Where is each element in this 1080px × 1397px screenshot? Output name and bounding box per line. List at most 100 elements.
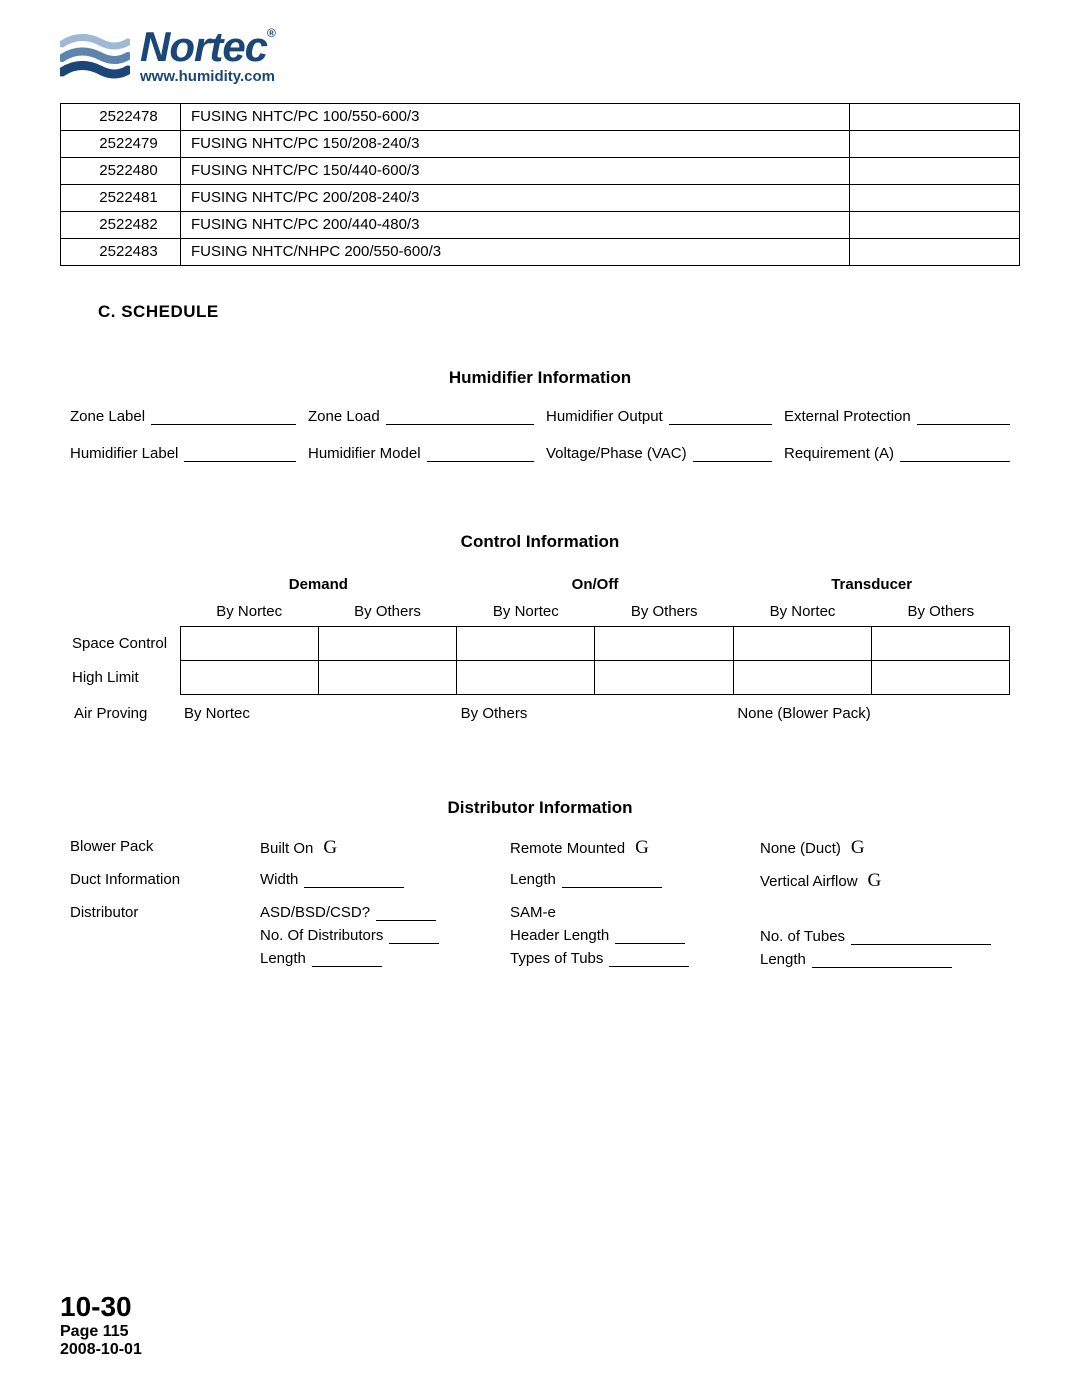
- blank-cell[interactable]: [850, 130, 1020, 157]
- subhead: By Nortec: [457, 597, 595, 626]
- blank-line[interactable]: [427, 448, 534, 462]
- form-field[interactable]: External Protection: [784, 408, 1010, 425]
- check-cell[interactable]: [457, 626, 595, 660]
- check-cell[interactable]: [318, 626, 456, 660]
- check-cell[interactable]: [733, 626, 871, 660]
- field-label: Zone Load: [308, 408, 384, 425]
- air-proving-label: Air Proving: [70, 701, 180, 726]
- duct-width-field[interactable]: Width: [260, 871, 510, 888]
- check-cell[interactable]: [180, 660, 318, 694]
- dist-asd-field[interactable]: ASD/BSD/CSD?: [260, 904, 510, 921]
- blank-cell[interactable]: [850, 184, 1020, 211]
- air-proving-opt: None (Blower Pack): [733, 701, 1010, 726]
- subhead: By Others: [595, 597, 733, 626]
- field-label: Zone Label: [70, 408, 149, 425]
- dist-ntubes-field[interactable]: No. of Tubes: [760, 928, 1010, 945]
- form-field[interactable]: Voltage/Phase (VAC): [546, 445, 772, 462]
- checkbox-icon: G: [868, 871, 882, 890]
- table-row: 2522479FUSING NHTC/PC 150/208-240/3: [61, 130, 1020, 157]
- subhead: By Others: [318, 597, 456, 626]
- blank-cell[interactable]: [850, 157, 1020, 184]
- checkbox-icon: G: [635, 838, 649, 857]
- row-label: Duct Information: [70, 871, 260, 888]
- blower-opt-remote[interactable]: Remote Mounted G: [510, 838, 760, 857]
- control-row-space: Space Control: [70, 626, 1010, 660]
- part-description: FUSING NHTC/PC 150/208-240/3: [181, 130, 850, 157]
- dist-header-len-field[interactable]: Header Length: [510, 927, 760, 944]
- subhead: By Nortec: [733, 597, 871, 626]
- field-label: Humidifier Label: [70, 445, 182, 462]
- blower-opt-none[interactable]: None (Duct) G: [760, 838, 1010, 857]
- dist-ndist-field[interactable]: No. Of Distributors: [260, 927, 510, 944]
- part-number: 2522479: [61, 130, 181, 157]
- form-field[interactable]: Humidifier Label: [70, 445, 296, 462]
- form-field[interactable]: Zone Label: [70, 408, 296, 425]
- blank-line[interactable]: [386, 411, 534, 425]
- duct-vairflow[interactable]: Vertical Airflow G: [760, 871, 1010, 890]
- check-cell[interactable]: [318, 660, 456, 694]
- logo-text: Nortec® www.humidity.com: [140, 28, 275, 85]
- control-info-title: Control Information: [60, 532, 1020, 552]
- form-field[interactable]: Humidifier Output: [546, 408, 772, 425]
- blower-opt-builton[interactable]: Built On G: [260, 838, 510, 857]
- logo-brand-name: Nortec®: [140, 28, 275, 66]
- air-proving-opt: By Nortec: [180, 701, 457, 726]
- form-field[interactable]: Zone Load: [308, 408, 534, 425]
- row-label: Blower Pack: [70, 838, 260, 855]
- table-row: 2522480FUSING NHTC/PC 150/440-600/3: [61, 157, 1020, 184]
- dist-length1-field[interactable]: Length: [260, 950, 510, 967]
- form-field[interactable]: Requirement (A): [784, 445, 1010, 462]
- check-cell[interactable]: [595, 660, 733, 694]
- footer-section-number: 10-30: [60, 1291, 142, 1323]
- logo-wave-icon: [60, 32, 130, 80]
- blank-line[interactable]: [693, 448, 772, 462]
- blank-line[interactable]: [184, 448, 296, 462]
- footer-page-number: Page 115: [60, 1323, 142, 1341]
- field-label: Voltage/Phase (VAC): [546, 445, 691, 462]
- table-row: 2522481FUSING NHTC/PC 200/208-240/3: [61, 184, 1020, 211]
- row-label: Distributor: [70, 904, 260, 921]
- humidifier-info-title: Humidifier Information: [60, 368, 1020, 388]
- part-number: 2522481: [61, 184, 181, 211]
- air-proving-row: Air Proving By Nortec By Others None (Bl…: [70, 701, 1010, 726]
- section-c-heading: C. SCHEDULE: [98, 302, 1020, 322]
- blank-line[interactable]: [151, 411, 296, 425]
- check-cell[interactable]: [871, 626, 1009, 660]
- control-grid: Space Control High Limit: [70, 626, 1010, 695]
- control-row-highlimit: High Limit: [70, 660, 1010, 694]
- check-cell[interactable]: [457, 660, 595, 694]
- check-cell[interactable]: [180, 626, 318, 660]
- part-number: 2522483: [61, 238, 181, 265]
- blank-line[interactable]: [917, 411, 1010, 425]
- blank-line[interactable]: [900, 448, 1010, 462]
- blank-cell[interactable]: [850, 211, 1020, 238]
- dist-same-label: SAM-e: [510, 904, 760, 921]
- check-cell[interactable]: [595, 626, 733, 660]
- distributor-info-block: Blower Pack Built On G Remote Mounted G …: [70, 838, 1010, 968]
- form-field[interactable]: Humidifier Model: [308, 445, 534, 462]
- field-label: Humidifier Output: [546, 408, 667, 425]
- check-cell[interactable]: [733, 660, 871, 694]
- check-cell[interactable]: [871, 660, 1009, 694]
- footer-date: 2008-10-01: [60, 1341, 142, 1359]
- blank-cell[interactable]: [850, 238, 1020, 265]
- dist-length2-field[interactable]: Length: [760, 951, 1010, 968]
- field-label: Humidifier Model: [308, 445, 425, 462]
- part-number: 2522482: [61, 211, 181, 238]
- page-footer: 10-30 Page 115 2008-10-01: [60, 1291, 142, 1359]
- duct-length-field[interactable]: Length: [510, 871, 760, 888]
- humidifier-info-form: Zone Label Zone Load Humidifier Output Exte…: [70, 408, 1010, 462]
- table-row: 2522483FUSING NHTC/NHPC 200/550-600/3: [61, 238, 1020, 265]
- logo-url: www.humidity.com: [140, 68, 275, 85]
- row-label: Space Control: [70, 626, 180, 660]
- dist-types-tubs-field[interactable]: Types of Tubs: [510, 950, 760, 967]
- air-proving-opt: By Others: [457, 701, 734, 726]
- blank-line[interactable]: [669, 411, 772, 425]
- control-top-headers: Demand On/Off Transducer: [70, 572, 1010, 597]
- blank-cell[interactable]: [850, 103, 1020, 130]
- part-description: FUSING NHTC/PC 150/440-600/3: [181, 157, 850, 184]
- distributor-row: Distributor ASD/BSD/CSD? No. Of Distribu…: [70, 904, 1010, 968]
- field-label: External Protection: [784, 408, 915, 425]
- part-description: FUSING NHTC/PC 200/208-240/3: [181, 184, 850, 211]
- table-row: 2522482FUSING NHTC/PC 200/440-480/3: [61, 211, 1020, 238]
